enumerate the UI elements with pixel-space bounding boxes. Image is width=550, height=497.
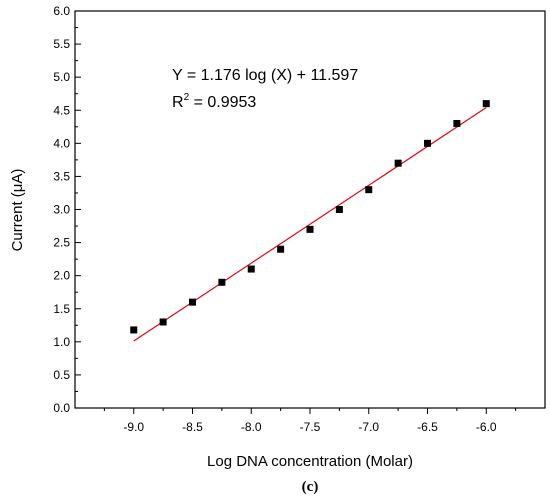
data-points	[130, 100, 490, 334]
y-tick-label: 0.0	[53, 401, 70, 415]
r-squared-symbol: R	[172, 94, 184, 111]
x-tick-label: -9.0	[123, 420, 144, 434]
y-axis-title: Current (μA)	[9, 169, 26, 252]
r-squared-superscript: 2	[184, 92, 190, 103]
x-tick-label: -6.0	[476, 420, 497, 434]
y-tick-label: 3.0	[53, 203, 70, 217]
y-tick-label: 1.5	[53, 302, 70, 316]
y-tick-label: 1.0	[53, 335, 70, 349]
y-tick-label: 0.5	[53, 368, 70, 382]
data-point	[218, 278, 226, 286]
regression-equation: Y = 1.176 log (X) + 11.597	[172, 67, 358, 84]
data-point	[130, 326, 138, 334]
y-tick-label: 2.0	[53, 269, 70, 283]
data-point	[189, 298, 196, 306]
x-tick-label: -7.5	[300, 420, 321, 434]
data-point	[394, 159, 402, 167]
r-squared-label: R2 = 0.9953	[172, 92, 256, 111]
fit-line-layer	[133, 107, 487, 342]
x-tick-label: -6.5	[417, 420, 438, 434]
data-point	[247, 265, 255, 273]
x-axis-title: Log DNA concentration (Molar)	[207, 453, 413, 470]
data-point	[453, 119, 461, 127]
ticks: 0.0 0.5 1.0 1.5 2.0 2.5 3.0 3.5 4.0 4.5 5.0 5.5 6.0 -…	[53, 4, 517, 434]
y-tick-label: 6.0	[53, 4, 70, 18]
x-tick-label: -7.0	[358, 420, 379, 434]
y-tick-label: 2.5	[53, 236, 70, 250]
data-point	[424, 139, 431, 147]
fit-line	[133, 107, 487, 342]
x-tick-label: -8.0	[241, 420, 262, 434]
y-tick-label: 5.0	[53, 70, 70, 84]
y-tick-label: 4.5	[53, 103, 70, 117]
data-point	[277, 245, 285, 253]
figure-caption: (c)	[302, 479, 319, 495]
y-tick-label: 3.5	[53, 169, 70, 183]
r-squared-value: = 0.9953	[189, 94, 256, 111]
x-tick-label: -8.5	[182, 420, 203, 434]
data-point	[482, 100, 490, 108]
y-tick-label: 5.5	[53, 37, 70, 51]
data-point	[365, 186, 373, 194]
data-point	[335, 206, 343, 213]
y-tick-label: 4.0	[53, 136, 70, 150]
data-point	[159, 318, 167, 326]
data-point	[306, 225, 314, 233]
